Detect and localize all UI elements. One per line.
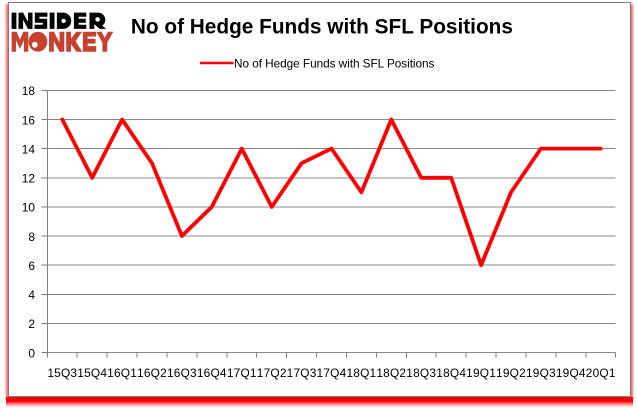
svg-text:12: 12 <box>22 172 36 186</box>
svg-text:19Q1: 19Q1 <box>466 366 496 380</box>
svg-text:18Q4: 18Q4 <box>436 366 466 380</box>
svg-text:16Q4: 16Q4 <box>197 366 227 380</box>
svg-text:18: 18 <box>22 84 36 98</box>
svg-text:18Q3: 18Q3 <box>406 366 436 380</box>
svg-text:18Q1: 18Q1 <box>346 366 376 380</box>
svg-text:0: 0 <box>28 346 35 360</box>
svg-text:14: 14 <box>22 142 36 156</box>
svg-text:19Q3: 19Q3 <box>526 366 556 380</box>
svg-text:19Q2: 19Q2 <box>496 366 526 380</box>
svg-text:18Q2: 18Q2 <box>376 366 406 380</box>
svg-text:4: 4 <box>28 288 35 302</box>
svg-text:2: 2 <box>28 317 35 331</box>
svg-text:15Q4: 15Q4 <box>77 366 107 380</box>
svg-text:16Q3: 16Q3 <box>167 366 197 380</box>
svg-text:20Q1: 20Q1 <box>586 366 616 380</box>
svg-text:15Q3: 15Q3 <box>47 366 77 380</box>
svg-text:17Q4: 17Q4 <box>317 366 347 380</box>
svg-text:10: 10 <box>22 201 36 215</box>
svg-text:6: 6 <box>28 259 35 273</box>
svg-text:17Q2: 17Q2 <box>257 366 287 380</box>
svg-text:16Q1: 16Q1 <box>107 366 137 380</box>
svg-text:8: 8 <box>28 230 35 244</box>
svg-text:16Q2: 16Q2 <box>137 366 167 380</box>
svg-text:16: 16 <box>22 113 36 127</box>
svg-text:17Q1: 17Q1 <box>227 366 257 380</box>
svg-text:17Q3: 17Q3 <box>287 366 317 380</box>
svg-text:19Q4: 19Q4 <box>556 366 586 380</box>
svg-text:No of Hedge Funds with SFL Pos: No of Hedge Funds with SFL Positions <box>131 15 513 38</box>
svg-text:No of Hedge Funds with SFL Pos: No of Hedge Funds with SFL Positions <box>234 56 435 70</box>
